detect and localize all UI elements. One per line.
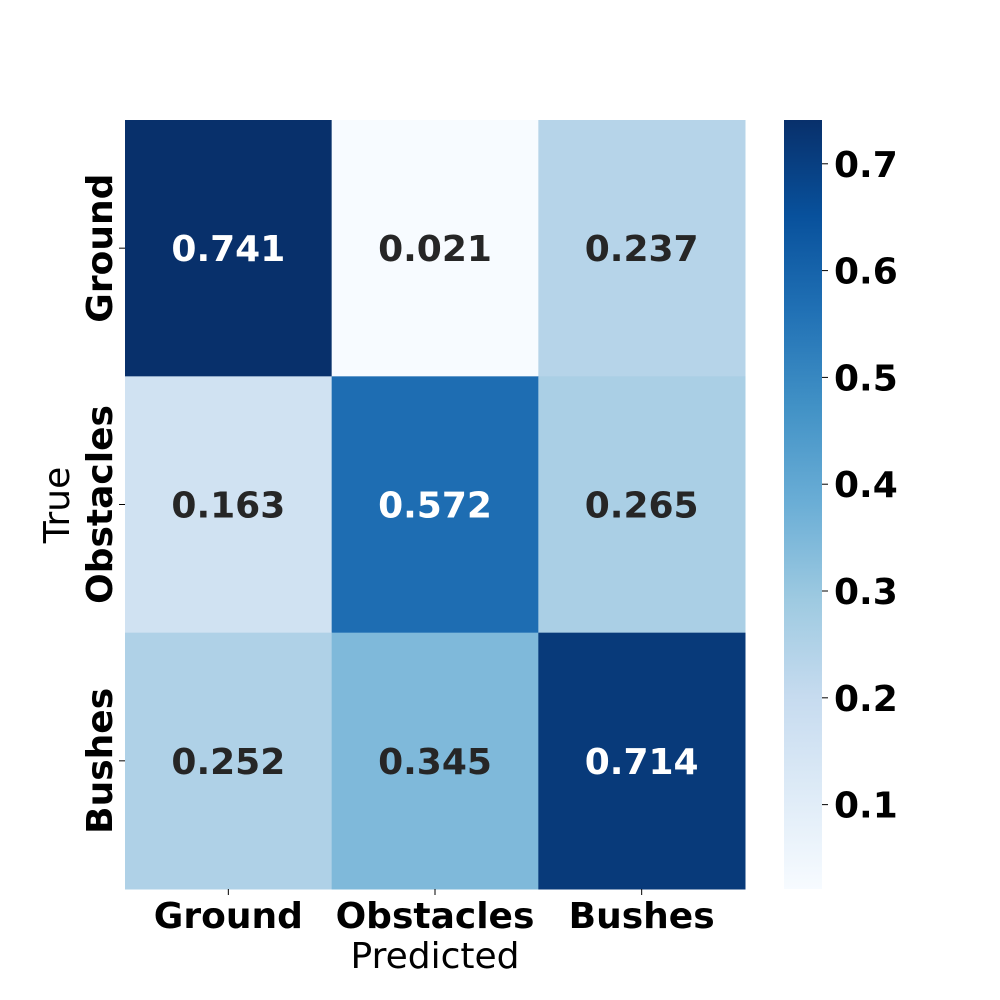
y-tick-label: Ground — [80, 174, 121, 323]
heatmap-cell-labels: 0.741 0.021 0.237 0.163 0.572 0.265 0.252 0.345… — [171, 229, 698, 783]
heatmap-cell — [331, 632, 539, 890]
heatmap-cell — [538, 632, 746, 890]
heatmap-cell — [125, 120, 333, 377]
heatmap-cell — [538, 120, 746, 377]
y-tick-label: Bushes — [80, 688, 121, 834]
heatmap-cell — [331, 376, 539, 634]
colorbar — [784, 120, 822, 889]
y-axis-label: True — [37, 467, 78, 544]
heatmap-cell — [331, 120, 539, 377]
colorbar-tick-label: 0.7 — [834, 145, 898, 186]
x-tick-label: Bushes — [569, 896, 715, 937]
heatmap-cell — [125, 376, 333, 634]
heatmap-cell-value: 0.237 — [585, 229, 699, 270]
heatmap-cell-value: 0.163 — [171, 486, 285, 527]
colorbar-tick-label: 0.1 — [834, 786, 898, 827]
heatmap-cell-value: 0.741 — [171, 229, 285, 270]
colorbar-tick-label: 0.5 — [834, 358, 898, 399]
heatmap-cell-value: 0.345 — [378, 742, 492, 783]
x-axis-ticks: Ground Obstacles Bushes — [154, 889, 715, 937]
heatmap-cell-value: 0.714 — [585, 742, 699, 783]
heatmap-cells — [125, 120, 746, 890]
colorbar-tick-label: 0.3 — [834, 572, 898, 613]
colorbar-tick-label: 0.4 — [834, 465, 898, 506]
x-tick-label: Ground — [154, 896, 303, 937]
heatmap-cell — [125, 632, 333, 890]
heatmap-cell-value: 0.265 — [585, 486, 699, 527]
heatmap-cell-value: 0.252 — [171, 742, 285, 783]
colorbar-tick-label: 0.2 — [834, 679, 898, 720]
y-axis-ticks: Ground Obstacles Bushes — [80, 174, 125, 834]
x-axis-label: Predicted — [351, 936, 520, 977]
colorbar-ticks: 0.1 0.2 0.3 0.4 0.5 0.6 0.7 — [822, 145, 898, 827]
colorbar-tick-label: 0.6 — [834, 252, 898, 293]
heatmap-cell-value: 0.021 — [378, 229, 492, 270]
heatmap-cell — [538, 376, 746, 634]
y-tick-label: Obstacles — [80, 405, 121, 604]
heatmap-cell-value: 0.572 — [378, 486, 492, 527]
x-tick-label: Obstacles — [336, 896, 535, 937]
